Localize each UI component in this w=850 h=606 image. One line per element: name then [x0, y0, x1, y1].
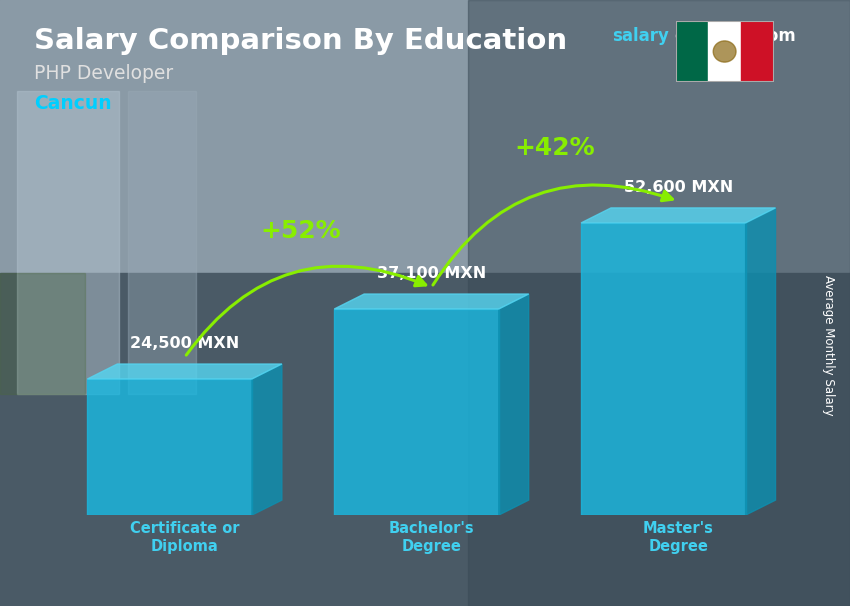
Bar — [17, 91, 119, 394]
Polygon shape — [499, 294, 529, 515]
Polygon shape — [88, 364, 282, 379]
Polygon shape — [334, 294, 529, 309]
Polygon shape — [252, 364, 282, 515]
Bar — [0, 0, 850, 273]
Polygon shape — [334, 309, 499, 515]
Text: Master's
Degree: Master's Degree — [643, 521, 714, 553]
Text: Cancun: Cancun — [34, 94, 111, 113]
Polygon shape — [88, 379, 252, 515]
Polygon shape — [581, 223, 745, 515]
Bar — [128, 91, 196, 394]
Text: 52,600 MXN: 52,600 MXN — [624, 179, 733, 195]
Text: +42%: +42% — [514, 136, 595, 160]
Bar — [708, 21, 741, 82]
Text: 24,500 MXN: 24,500 MXN — [130, 336, 239, 351]
Text: 37,100 MXN: 37,100 MXN — [377, 265, 486, 281]
Text: Salary Comparison By Education: Salary Comparison By Education — [34, 27, 567, 55]
Text: explorer.com: explorer.com — [674, 27, 796, 45]
Text: Average Monthly Salary: Average Monthly Salary — [822, 275, 836, 416]
Text: salary: salary — [612, 27, 669, 45]
Bar — [0, 273, 850, 606]
Polygon shape — [581, 208, 775, 223]
Polygon shape — [745, 208, 775, 515]
Text: PHP Developer: PHP Developer — [34, 64, 173, 82]
Text: +52%: +52% — [260, 219, 341, 242]
Text: Certificate or
Diploma: Certificate or Diploma — [130, 521, 240, 553]
Bar — [468, 0, 850, 606]
Bar — [676, 21, 708, 82]
Text: Bachelor's
Degree: Bachelor's Degree — [388, 521, 474, 553]
Bar — [0, 273, 85, 394]
Bar — [741, 21, 774, 82]
Circle shape — [713, 41, 736, 62]
